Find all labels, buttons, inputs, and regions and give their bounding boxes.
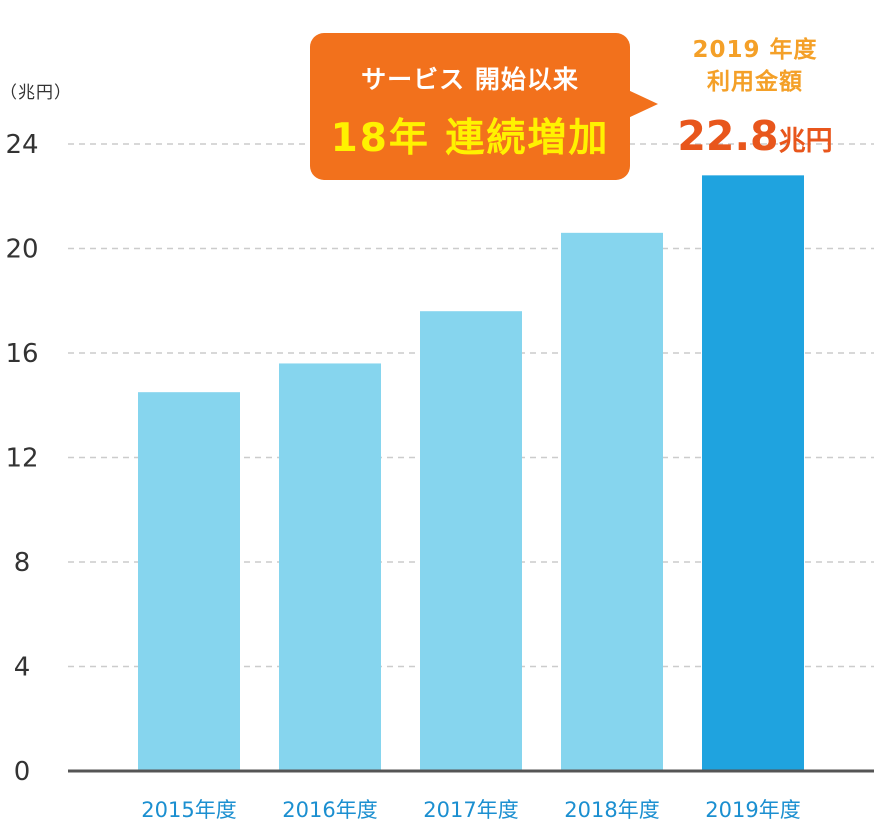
- x-tick-label: 2015年度: [141, 798, 236, 822]
- callout-line1: サービス 開始以来: [361, 65, 579, 94]
- bar: [702, 175, 804, 772]
- bar: [420, 311, 522, 771]
- highlight-year-label: 2019 年度: [692, 37, 818, 63]
- callout-tail: [628, 90, 658, 118]
- highlight-value-row: 22.8兆円: [660, 112, 850, 160]
- bar: [138, 392, 240, 771]
- y-tick-label: 0: [14, 757, 31, 787]
- y-tick-label: 8: [14, 548, 31, 578]
- callout-bubble: サービス 開始以来 18年 連続増加: [310, 33, 630, 180]
- highlight-caption: 利用金額: [707, 68, 803, 95]
- y-tick-label: 24: [5, 130, 38, 160]
- x-tick-label: 2017年度: [423, 798, 518, 822]
- y-tick-label: 4: [14, 653, 31, 683]
- callout-line2: 18年 連続増加: [330, 116, 610, 161]
- x-tick-label: 2016年度: [282, 798, 377, 822]
- bar: [279, 363, 381, 771]
- highlight-value: 22.8: [677, 112, 779, 160]
- highlight-unit: 兆円: [778, 126, 833, 157]
- x-tick-label: 2018年度: [564, 798, 659, 822]
- bar: [561, 232, 663, 771]
- y-axis-unit-label: （兆円）: [0, 83, 72, 103]
- y-tick-label: 16: [5, 339, 38, 369]
- y-tick-label: 12: [5, 444, 38, 474]
- x-tick-label: 2019年度: [705, 798, 800, 822]
- y-tick-label: 20: [5, 235, 38, 265]
- highlight-annotation: 2019 年度 利用金額: [660, 35, 850, 98]
